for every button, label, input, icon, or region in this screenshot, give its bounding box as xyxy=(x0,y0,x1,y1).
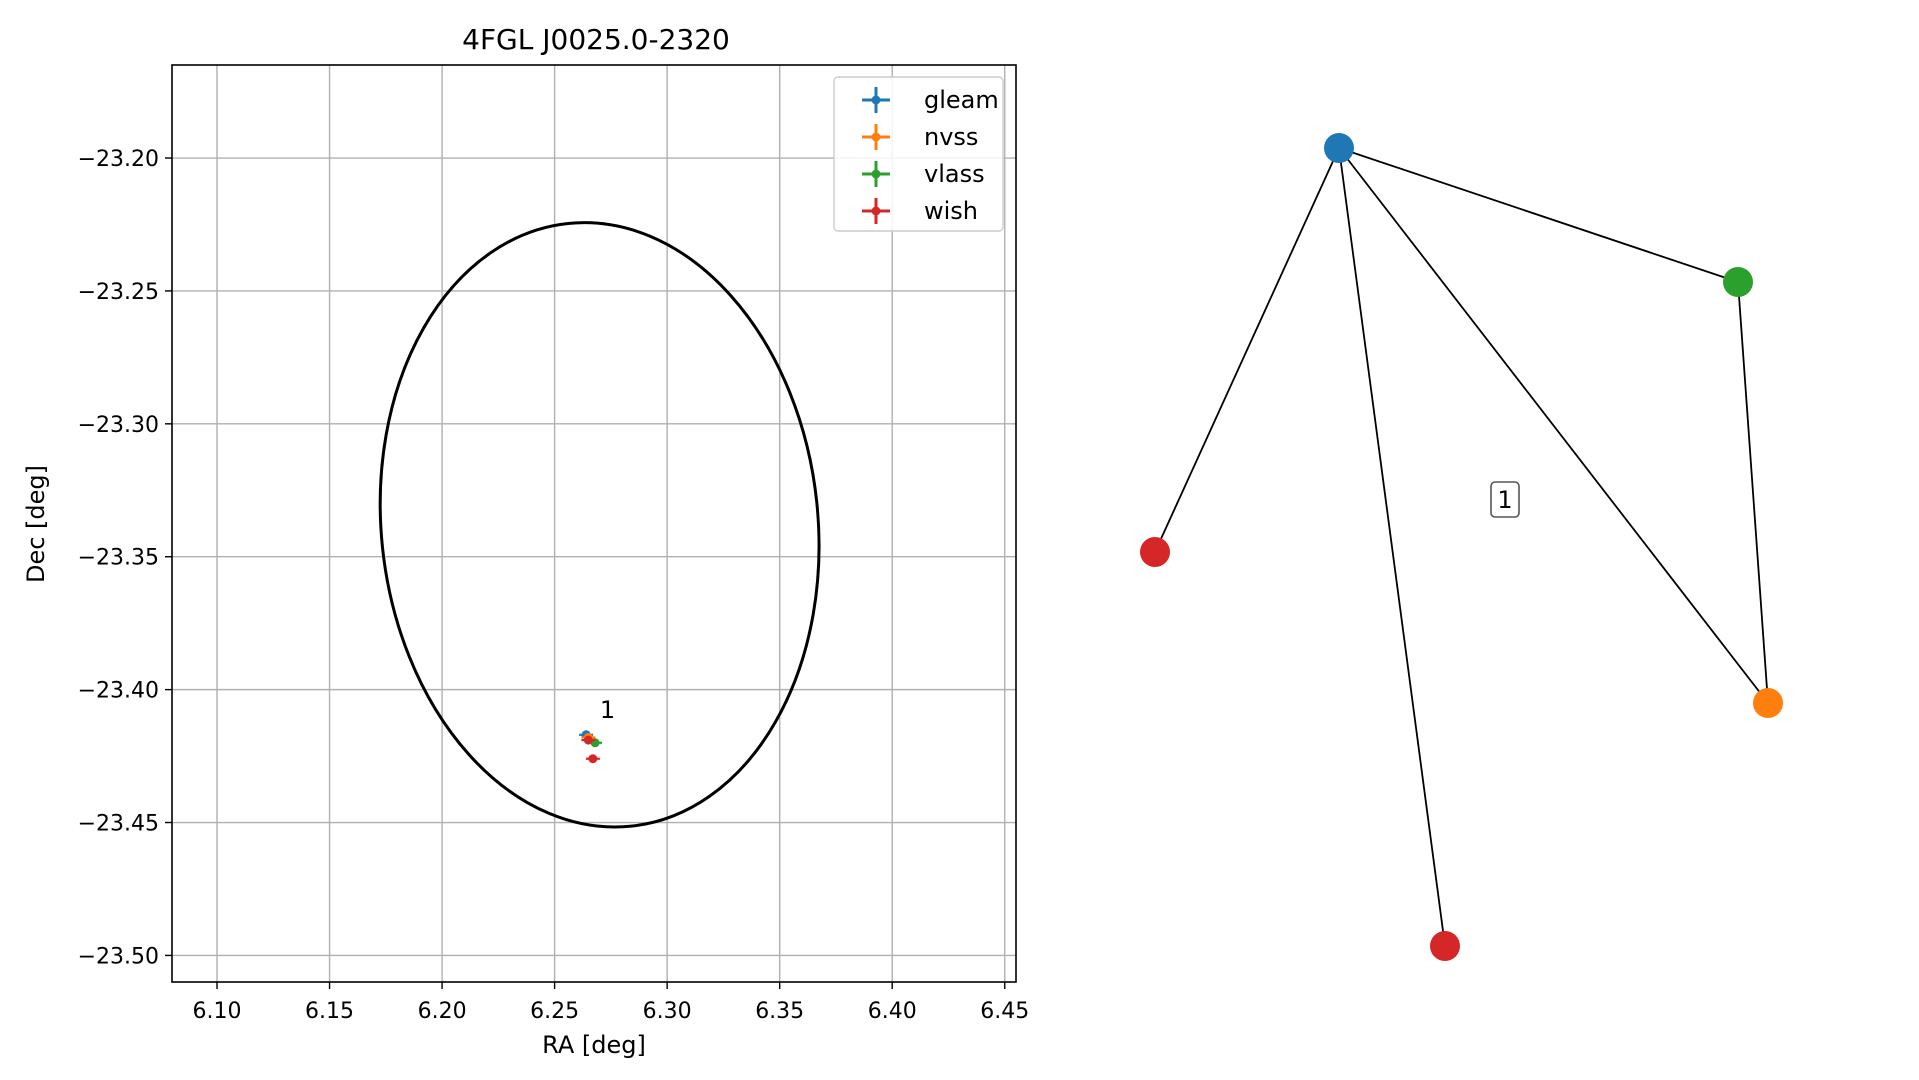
legend-box xyxy=(833,76,1004,232)
legend-item-vlass: vlass xyxy=(862,160,985,188)
node-gleam xyxy=(1324,133,1354,163)
node-vlass xyxy=(1723,267,1753,297)
legend-label: wish xyxy=(924,197,978,225)
y-axis-ticks: −23.20 −23.25 −23.30 −23.35 −23.40 −23.45 −23.… xyxy=(78,147,172,969)
y-tick-label: −23.40 xyxy=(78,679,159,704)
y-tick-label: −23.30 xyxy=(78,413,159,438)
legend-label: vlass xyxy=(924,160,985,188)
x-tick-label: 6.20 xyxy=(418,999,467,1024)
edge-vlass-nvss xyxy=(1737,281,1769,704)
localization-ellipse-layer xyxy=(378,221,821,829)
edge-gleam-vlass xyxy=(1338,147,1739,283)
x-tick-label: 6.25 xyxy=(530,999,579,1024)
x-axis-label: RA [deg] xyxy=(542,1031,646,1059)
y-tick-label: −23.50 xyxy=(78,944,159,969)
y-tick-label: −23.25 xyxy=(78,280,159,305)
y-tick-label: −23.45 xyxy=(78,812,159,837)
component-label-box xyxy=(1490,481,1520,518)
legend-label: gleam xyxy=(924,86,999,114)
edge-gleam-nvss xyxy=(1338,147,1769,704)
point-wish xyxy=(585,754,600,764)
x-axis-ticks: 6.10 6.15 6.20 6.25 6.30 6.35 6.40 6.45 xyxy=(193,982,1029,1024)
x-tick-label: 6.30 xyxy=(643,999,692,1024)
node-nvss xyxy=(1753,688,1783,718)
edge-gleam-wish-1 xyxy=(1154,147,1340,553)
legend-label: nvss xyxy=(924,123,978,151)
annotation-layer: 1 xyxy=(600,696,615,724)
x-tick-label: 6.45 xyxy=(980,999,1029,1024)
legend: gleam nvss vlass wish xyxy=(833,76,1004,232)
plot-frame xyxy=(171,64,1017,983)
component-label-text: 1 xyxy=(1497,486,1512,514)
edge-gleam-wish-2 xyxy=(1338,147,1446,947)
node-wish-1 xyxy=(1140,537,1170,567)
graph-nodes xyxy=(1140,133,1783,961)
sky-map-panel: 4FGL J0025.0-2320 1 6.10 6.15 6.20 6.25 6.30… xyxy=(22,23,1029,1059)
x-tick-label: 6.15 xyxy=(305,999,354,1024)
y-axis-label: Dec [deg] xyxy=(22,465,50,583)
legend-item-gleam: gleam xyxy=(862,86,999,114)
chart-title: 4FGL J0025.0-2320 xyxy=(462,23,730,56)
legend-item-wish: wish xyxy=(862,197,978,225)
localization-ellipse xyxy=(378,221,821,829)
graph-edges xyxy=(1154,147,1769,947)
y-tick-label: −23.20 xyxy=(78,147,159,172)
gridlines xyxy=(172,65,1016,982)
x-tick-label: 6.35 xyxy=(755,999,804,1024)
legend-item-nvss: nvss xyxy=(862,123,978,151)
source-points-layer xyxy=(579,730,603,764)
component-label: 1 xyxy=(1490,481,1520,518)
x-tick-label: 6.40 xyxy=(868,999,917,1024)
node-wish-2 xyxy=(1430,931,1460,961)
point-annotation: 1 xyxy=(600,696,615,724)
x-tick-label: 6.10 xyxy=(193,999,242,1024)
match-graph-panel: 1 xyxy=(1140,133,1783,961)
y-tick-label: −23.35 xyxy=(78,546,159,571)
point-wish xyxy=(581,735,596,745)
